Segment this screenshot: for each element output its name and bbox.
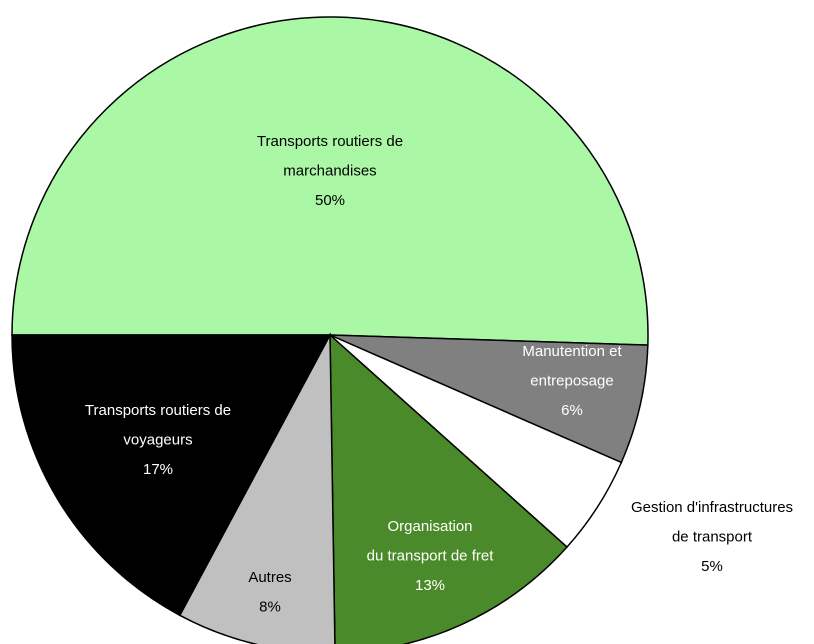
slice-value-label: 6%	[561, 402, 583, 419]
slice-value-label: 8%	[259, 598, 281, 615]
pie-slice	[11, 16, 649, 346]
slice-label: de transport	[672, 528, 753, 545]
slice-label: entreposage	[530, 372, 613, 389]
slice-label: Transports routiers de	[257, 133, 403, 150]
slice-label: voyageurs	[123, 431, 192, 448]
pie-slice	[329, 333, 569, 644]
pie-slice	[11, 334, 332, 617]
slice-label: Manutention et	[522, 343, 622, 360]
slice-value-label: 50%	[315, 192, 345, 209]
slice-label: Gestion d'infrastructures	[631, 499, 793, 516]
slice-label: Autres	[248, 569, 291, 586]
slice-label: du transport de fret	[367, 547, 495, 564]
slice-label: Transports routiers de	[85, 402, 231, 419]
slice-value-label: 13%	[415, 577, 445, 594]
slice-label: marchandises	[283, 162, 376, 179]
slice-value-label: 17%	[143, 461, 173, 478]
pie-slice	[329, 334, 649, 464]
slice-value-label: 5%	[701, 558, 723, 575]
slice-label: Organisation	[387, 518, 472, 535]
